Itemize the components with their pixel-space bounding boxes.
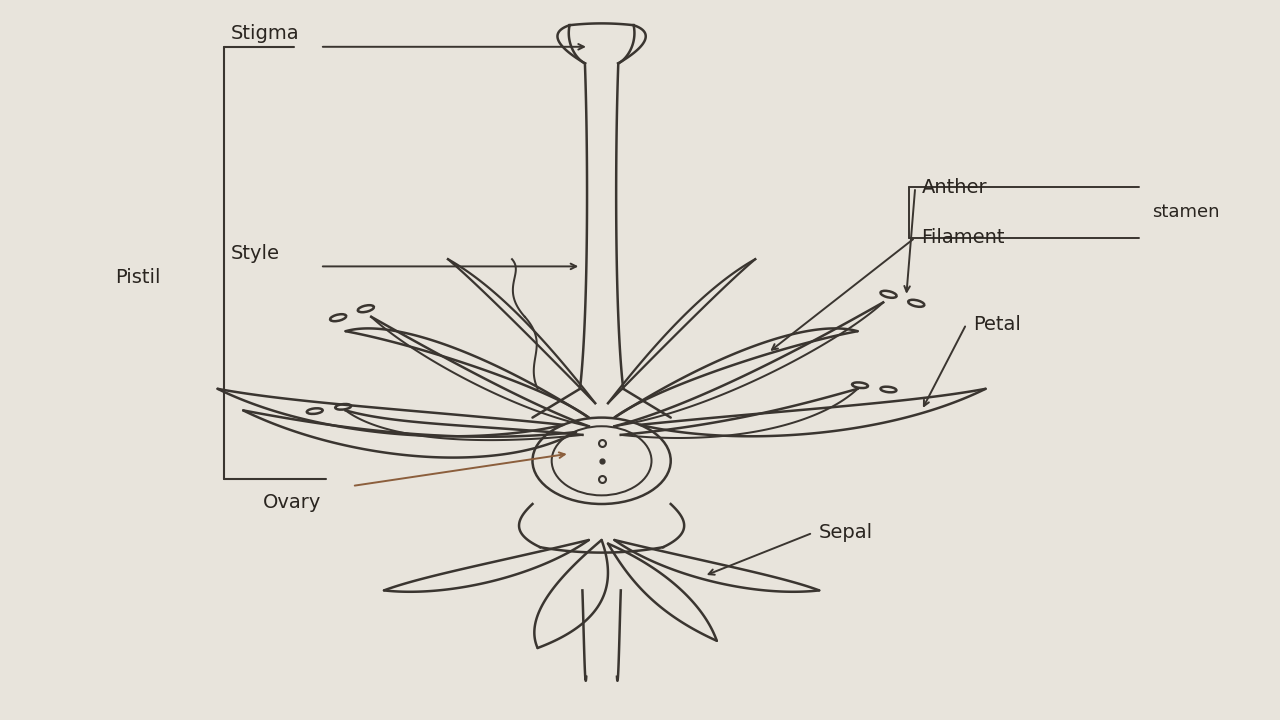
- Text: Pistil: Pistil: [115, 268, 161, 287]
- Text: Anther: Anther: [922, 178, 987, 197]
- Text: Sepal: Sepal: [819, 523, 873, 542]
- Text: Ovary: Ovary: [262, 493, 321, 512]
- Text: Petal: Petal: [973, 315, 1020, 333]
- Text: Style: Style: [230, 244, 279, 263]
- Text: Stigma: Stigma: [230, 24, 300, 43]
- Text: stamen: stamen: [1152, 204, 1220, 222]
- Text: Filament: Filament: [922, 228, 1005, 247]
